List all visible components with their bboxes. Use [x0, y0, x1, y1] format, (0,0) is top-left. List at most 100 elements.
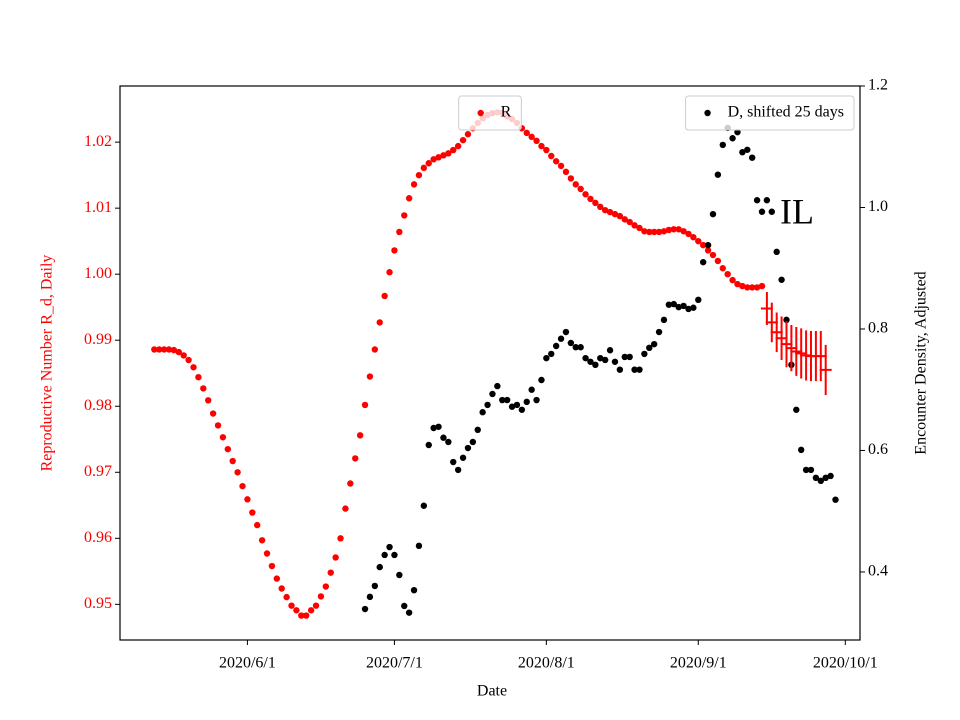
point: [665, 301, 673, 308]
point: [758, 282, 766, 290]
point: [592, 199, 599, 207]
legend-marker: [704, 109, 711, 117]
point: [685, 230, 692, 238]
point: [317, 593, 325, 600]
x-axis-label: Date: [477, 683, 507, 700]
point: [337, 535, 344, 542]
point: [219, 434, 227, 441]
point: [538, 142, 545, 150]
y2-tick-label: 1.2: [868, 77, 888, 94]
point: [312, 602, 320, 609]
point: [734, 280, 741, 288]
point: [249, 509, 256, 516]
point: [773, 248, 780, 256]
point: [160, 346, 168, 353]
point: [621, 353, 628, 361]
legend: D, shifted 25 days: [685, 95, 855, 131]
point: [646, 228, 653, 236]
point: [523, 398, 530, 406]
point: [636, 366, 643, 373]
point: [508, 403, 516, 410]
point: [758, 208, 766, 215]
point: [401, 212, 408, 219]
x-tick-label: 2020/7/1: [366, 655, 423, 672]
point: [307, 607, 315, 614]
point: [739, 149, 746, 156]
point: [734, 128, 741, 136]
point: [690, 234, 697, 241]
point: [410, 181, 418, 188]
point: [797, 446, 805, 454]
y-tick-label: 0.98: [84, 397, 112, 414]
point: [577, 344, 584, 351]
point: [572, 181, 579, 188]
point: [748, 284, 756, 291]
point: [763, 197, 771, 204]
point: [601, 356, 609, 364]
point: [660, 316, 668, 324]
point: [239, 482, 246, 490]
legend-marker: [477, 109, 484, 117]
point: [425, 160, 432, 167]
point: [322, 583, 330, 590]
point: [709, 251, 717, 259]
point: [817, 477, 824, 485]
y-axis-label: Reproductive Number R_d, Daily: [39, 255, 56, 472]
point: [459, 454, 467, 461]
point: [435, 154, 442, 161]
point: [327, 569, 334, 576]
point: [606, 347, 614, 354]
point: [165, 346, 173, 353]
point: [582, 354, 589, 362]
y-tick-label: 1.02: [84, 133, 112, 150]
point: [548, 152, 555, 160]
point: [778, 276, 785, 283]
point: [793, 406, 800, 413]
point: [548, 350, 555, 358]
point: [562, 168, 570, 176]
point: [552, 342, 560, 350]
point: [543, 354, 550, 362]
point: [420, 502, 428, 509]
point: [209, 410, 217, 417]
point: [450, 458, 457, 466]
point: [802, 466, 810, 474]
point: [205, 397, 212, 404]
point: [606, 208, 614, 216]
point: [440, 152, 447, 159]
point: [494, 382, 501, 390]
point: [185, 356, 192, 364]
point: [156, 346, 163, 353]
axes-frame: [119, 85, 861, 641]
point: [405, 195, 413, 202]
point: [528, 133, 535, 141]
point: [744, 146, 751, 153]
point: [263, 550, 271, 557]
point: [709, 210, 717, 218]
point: [744, 284, 751, 291]
y-tick-label: 0.96: [84, 529, 112, 546]
point: [533, 396, 540, 404]
point: [592, 361, 599, 369]
point: [381, 551, 388, 559]
point: [454, 142, 462, 150]
point: [695, 237, 702, 245]
legend-label: D, shifted 25 days: [728, 104, 844, 121]
point: [748, 154, 756, 161]
point: [229, 457, 236, 465]
point: [768, 208, 775, 215]
point: [410, 586, 418, 594]
point: [695, 296, 702, 304]
point: [650, 340, 658, 348]
point: [371, 582, 379, 590]
point: [288, 602, 295, 609]
point: [567, 339, 575, 347]
point: [572, 344, 579, 351]
point: [440, 434, 447, 441]
point: [714, 257, 722, 265]
point: [587, 358, 594, 365]
point: [258, 537, 266, 544]
point: [445, 150, 452, 157]
point: [459, 136, 467, 144]
